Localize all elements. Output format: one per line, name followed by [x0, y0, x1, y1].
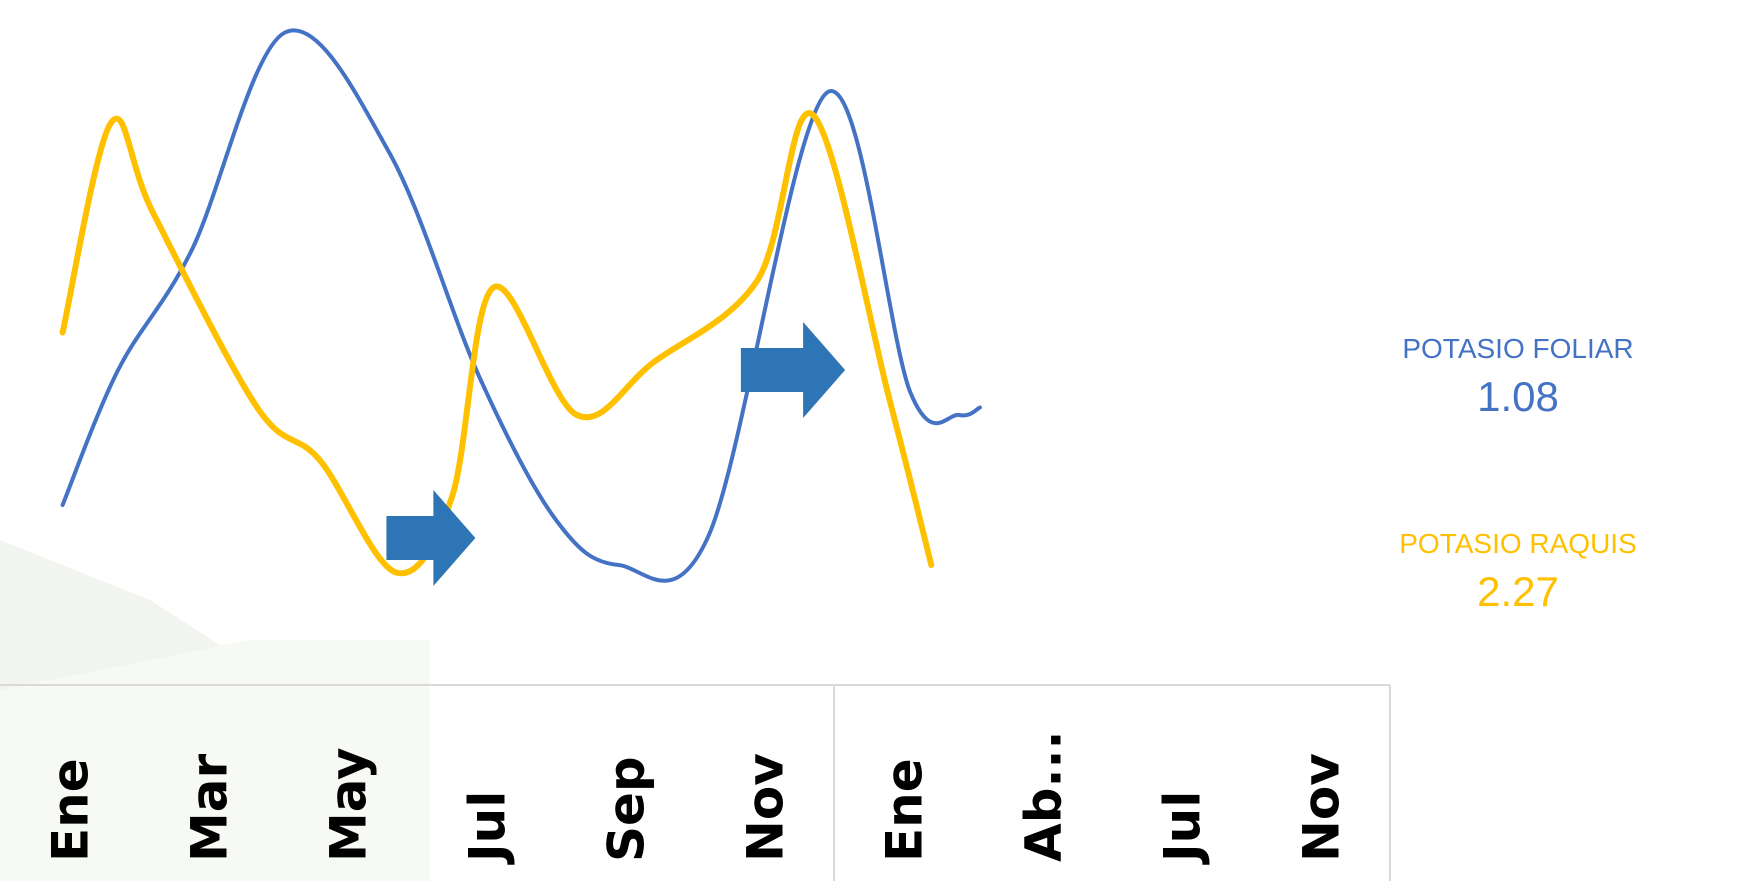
annotation-layer: [386, 322, 846, 586]
legend-foliar-label: POTASIO FOLIAR: [1402, 333, 1634, 364]
category-axis: Ene Mar May Jul Sep Nov Ene Ab... Jul Nov: [0, 684, 1391, 881]
x-tick-label: Jul: [1154, 791, 1212, 865]
x-tick-label: Nov: [1293, 753, 1351, 862]
series-line-raquis: [59, 110, 935, 577]
x-tick-label: Nov: [737, 753, 795, 862]
legend-raquis: POTASIO RAQUIS 2.27: [1360, 527, 1676, 617]
x-tick-label: Sep: [598, 756, 656, 862]
legend-foliar-value: 1.08: [1477, 373, 1559, 420]
legend-raquis-value: 2.27: [1477, 568, 1559, 615]
x-tick-label: Ab...: [1015, 731, 1073, 862]
x-tick-label: Jul: [459, 791, 517, 865]
x-tick-label: May: [320, 747, 378, 862]
x-tick-label: Mar: [181, 754, 239, 862]
x-tick-label: Ene: [876, 758, 934, 862]
legend-raquis-label: POTASIO RAQUIS: [1399, 528, 1637, 559]
arrow-right-icon: [386, 490, 476, 586]
arrow-right-icon: [740, 322, 846, 418]
series-line-foliar: [60, 28, 982, 583]
x-tick-label: Ene: [42, 758, 100, 862]
series-layer: [59, 28, 982, 583]
legend-foliar: POTASIO FOLIAR 1.08: [1360, 332, 1676, 422]
